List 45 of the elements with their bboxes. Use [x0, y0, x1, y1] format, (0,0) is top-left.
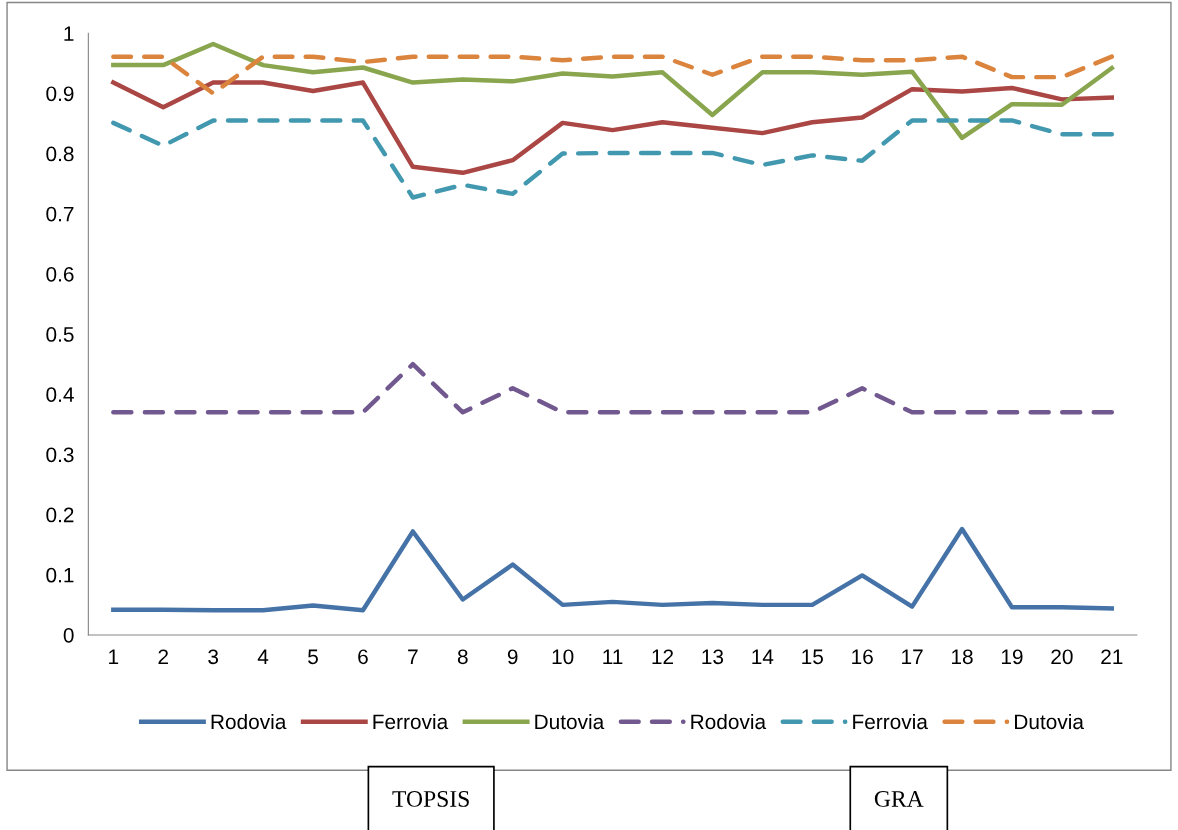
x-tick-label: 11 [603, 649, 623, 664]
x-tick-label: 10 [552, 649, 574, 665]
y-tick-label: 0.3 [46, 447, 74, 463]
text: GRA [874, 790, 924, 807]
y-tick-label: 0.9 [46, 86, 74, 102]
legend-label: Rodovia [211, 713, 287, 730]
y-tick-label: 0.6 [46, 266, 74, 282]
x-tick-label: 1 [109, 649, 119, 664]
y-tick-label: 1 [64, 26, 74, 41]
x-tick-label: 19 [1001, 649, 1023, 665]
x-tick-label: 20 [1051, 649, 1073, 665]
y-tick-label: 0.4 [46, 387, 74, 402]
legend-label: Ferrovia [373, 713, 449, 730]
x-tick-label: 2 [158, 649, 168, 664]
x-tick-label: 18 [952, 649, 973, 665]
x-tick-label: 17 [902, 649, 923, 664]
line-series [111, 526, 1115, 613]
x-tick-label: 14 [752, 649, 774, 664]
legend-label: Rodovia [691, 713, 767, 730]
line-series [111, 54, 1115, 96]
x-tick-label: 13 [702, 649, 724, 665]
line-series [111, 80, 1115, 176]
y-tick-label: 0.5 [46, 327, 74, 342]
legend-label: Dutovia [535, 713, 605, 730]
y-tick-label: 0.7 [46, 206, 74, 222]
x-tick-label: 12 [652, 649, 674, 664]
line-series [111, 41, 1115, 141]
legend-label: Dutovia [1015, 713, 1084, 730]
x-tick-label: 16 [852, 649, 873, 665]
y-tick-label: 0.2 [46, 507, 74, 523]
text: TOPSIS [392, 790, 469, 807]
x-tick-label: 5 [308, 649, 318, 665]
y-tick-label: 0 [63, 627, 74, 643]
x-tick-label: 21 [1101, 649, 1123, 664]
y-tick-label: 0.8 [46, 146, 74, 162]
y-tick-label: 0.1 [46, 567, 74, 583]
x-tick-label: 7 [408, 649, 418, 664]
x-tick-label: 9 [507, 649, 518, 665]
x-tick-label: 15 [802, 649, 823, 665]
x-tick-label: 4 [257, 649, 269, 664]
legend-label: Ferrovia [853, 713, 928, 730]
line-series [111, 118, 1115, 200]
x-tick-label: 6 [358, 649, 368, 665]
x-tick-label: 8 [457, 649, 468, 665]
x-tick-label: 3 [208, 649, 219, 665]
